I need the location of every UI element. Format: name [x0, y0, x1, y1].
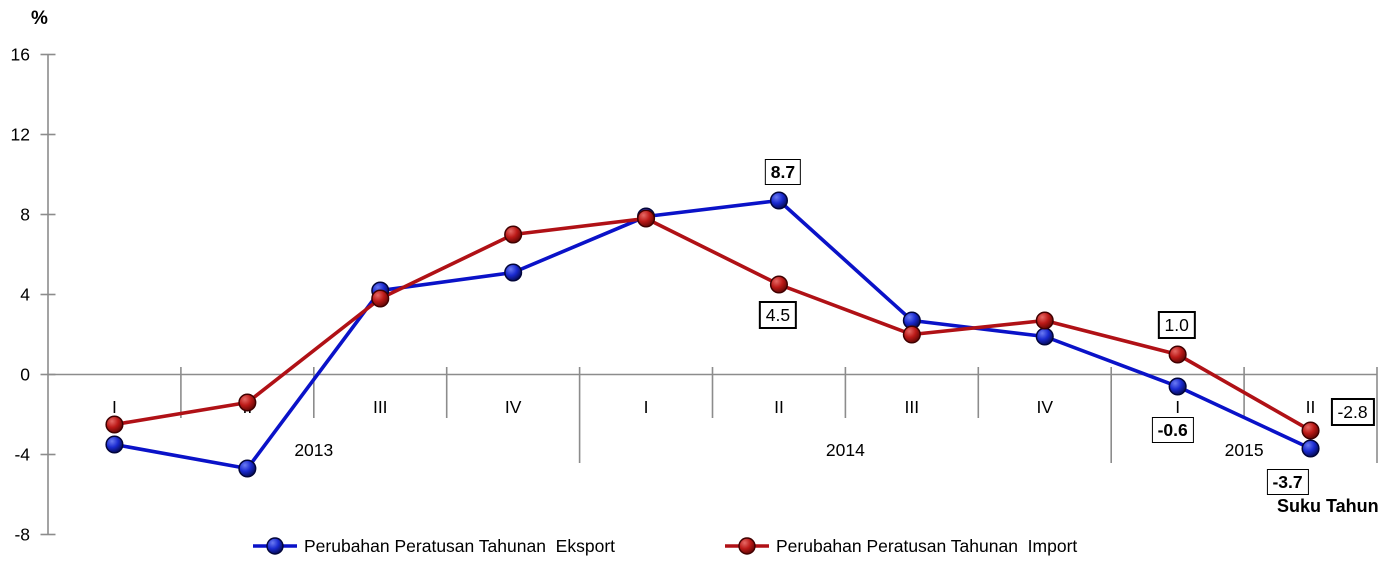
- data-point-import: [1168, 345, 1187, 364]
- data-point-eksport: [1168, 377, 1187, 396]
- x-quarter-label: IV: [1036, 397, 1053, 417]
- y-tick-label: 0: [20, 365, 30, 385]
- data-point-eksport: [105, 435, 124, 454]
- legend-label-eksport: Perubahan Peratusan Tahunan Eksport: [304, 535, 616, 556]
- legend-item-eksport: Perubahan Peratusan Tahunan Eksport: [252, 534, 615, 558]
- data-point-import: [902, 325, 921, 344]
- y-tick-label: 8: [20, 205, 30, 225]
- x-year-label: 2013: [294, 440, 333, 460]
- series-line-import: [112, 216, 1313, 433]
- data-point-import: [1035, 311, 1054, 330]
- x-quarter-label: I: [644, 397, 649, 417]
- data-point-eksport: [504, 263, 523, 282]
- y-tick-label: 12: [11, 125, 30, 145]
- y-axis-unit-label: %: [31, 8, 48, 29]
- x-quarter-label: II: [1306, 397, 1316, 417]
- legend-item-import: Perubahan Peratusan Tahunan Import: [724, 534, 1077, 558]
- data-point-eksport: [769, 191, 789, 210]
- data-point-import: [238, 393, 257, 412]
- x-year-label: 2015: [1225, 440, 1264, 460]
- legend-marker: [266, 537, 284, 555]
- legend-marker: [738, 537, 756, 555]
- x-quarter-label: II: [774, 397, 784, 417]
- data-point-import: [769, 275, 789, 294]
- x-quarter-label: III: [905, 397, 920, 417]
- x-quarter-label: I: [112, 397, 117, 417]
- y-tick-label: -8: [14, 525, 30, 545]
- data-point-eksport: [1035, 327, 1054, 346]
- data-point-import: [1301, 421, 1320, 440]
- y-tick-label: 4: [20, 285, 30, 305]
- series-line-eksport: [112, 198, 1313, 471]
- import-line-marker-icon: [725, 537, 769, 555]
- y-tick-label: -4: [14, 445, 30, 465]
- x-year-label: 2014: [826, 440, 865, 460]
- x-quarter-label: I: [1175, 397, 1180, 417]
- x-quarter-label: IV: [505, 397, 522, 417]
- data-point-import: [504, 225, 523, 244]
- data-point-eksport: [1301, 439, 1320, 458]
- data-point-import: [637, 209, 656, 228]
- x-quarter-label: III: [373, 397, 388, 417]
- x-axis-title: Suku Tahun: [1277, 496, 1379, 516]
- legend-label-import: Perubahan Peratusan Tahunan Import: [776, 535, 1078, 556]
- data-point-import: [371, 289, 390, 308]
- y-tick-label: 16: [11, 45, 30, 65]
- data-point-eksport: [238, 459, 257, 478]
- data-point-import: [105, 415, 124, 434]
- eksport-line-marker-icon: [253, 537, 297, 555]
